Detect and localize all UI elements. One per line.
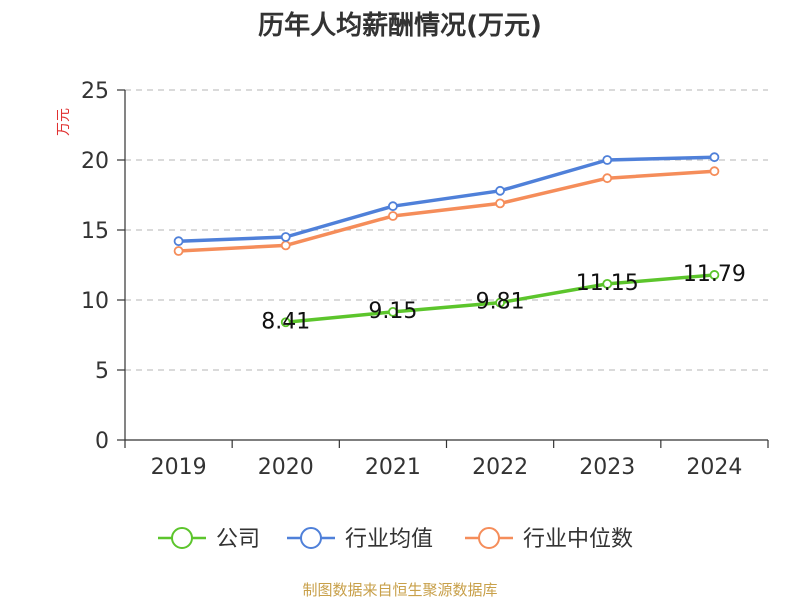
point-0-2021 bbox=[388, 306, 398, 317]
series-2 bbox=[173, 166, 720, 256]
data-label-2024: 11.79 bbox=[683, 262, 746, 287]
x-tick-label-2023: 2023 bbox=[579, 455, 635, 480]
point-2-2020 bbox=[280, 240, 291, 251]
y-tick-label-5: 5 bbox=[95, 359, 109, 384]
series-1 bbox=[173, 152, 720, 247]
x-tick-label-2021: 2021 bbox=[365, 455, 421, 480]
data-label-2022: 9.81 bbox=[476, 290, 525, 315]
point-0-2020 bbox=[280, 317, 291, 328]
y-tick-label-15: 15 bbox=[81, 219, 109, 244]
legend-label-2: 行业中位数 bbox=[523, 527, 633, 552]
axes: 0 5 10 15 20 25 2019 2020 2021 2022 2023 2024 bbox=[81, 79, 769, 480]
legend-item-1: 行业均值 bbox=[287, 527, 433, 552]
legend-item-2: 行业中位数 bbox=[465, 527, 633, 552]
point-2-2023 bbox=[602, 173, 613, 184]
point-1-2021 bbox=[388, 201, 398, 212]
x-tick-label-2020: 2020 bbox=[258, 455, 314, 480]
y-tick-label-10: 10 bbox=[81, 289, 109, 314]
point-2-2022 bbox=[495, 198, 505, 209]
point-1-2022 bbox=[495, 185, 505, 196]
y-axis-label: 万元 bbox=[56, 108, 72, 136]
data-label-2023: 11.15 bbox=[576, 271, 639, 296]
point-1-2020 bbox=[280, 232, 291, 242]
point-0-2022 bbox=[495, 297, 505, 308]
point-2-2021 bbox=[388, 211, 398, 221]
legend-marker-1 bbox=[300, 527, 322, 549]
data-label-2021: 9.15 bbox=[368, 299, 417, 324]
point-0-2023 bbox=[602, 278, 613, 289]
series-line-2 bbox=[176, 169, 717, 253]
point-1-2019 bbox=[173, 236, 184, 247]
point-1-2024 bbox=[709, 152, 720, 163]
legend-label-0: 公司 bbox=[216, 527, 260, 552]
legend-item-0: 公司 bbox=[158, 527, 260, 552]
y-tick-label-25: 25 bbox=[81, 79, 109, 104]
x-tick-label-2022: 2022 bbox=[472, 455, 528, 480]
x-tick-label-2019: 2019 bbox=[151, 455, 207, 480]
legend-label-1: 行业均值 bbox=[345, 527, 433, 552]
x-tick-label-2024: 2024 bbox=[686, 455, 742, 480]
series-layer: 8.41 9.15 9.81 11.15 11.79 bbox=[173, 152, 746, 334]
data-label-2020: 8.41 bbox=[261, 309, 310, 334]
gridlines bbox=[125, 89, 768, 371]
series-line-1 bbox=[176, 155, 717, 243]
data-source-note: 制图数据来自恒生聚源数据库 bbox=[302, 581, 497, 599]
point-2-2024 bbox=[709, 166, 720, 177]
legend: 公司 行业均值 行业中位数 bbox=[158, 527, 633, 552]
chart-title: 历年人均薪酬情况(万元) bbox=[258, 10, 542, 41]
legend-marker-0 bbox=[171, 527, 193, 549]
y-tick-label-20: 20 bbox=[81, 149, 109, 174]
series-0: 8.41 9.15 9.81 11.15 11.79 bbox=[261, 262, 746, 334]
point-1-2023 bbox=[602, 155, 613, 165]
point-2-2019 bbox=[173, 246, 184, 256]
y-tick-label-0: 0 bbox=[95, 429, 109, 454]
point-0-2024 bbox=[709, 270, 720, 280]
legend-marker-2 bbox=[478, 527, 500, 549]
